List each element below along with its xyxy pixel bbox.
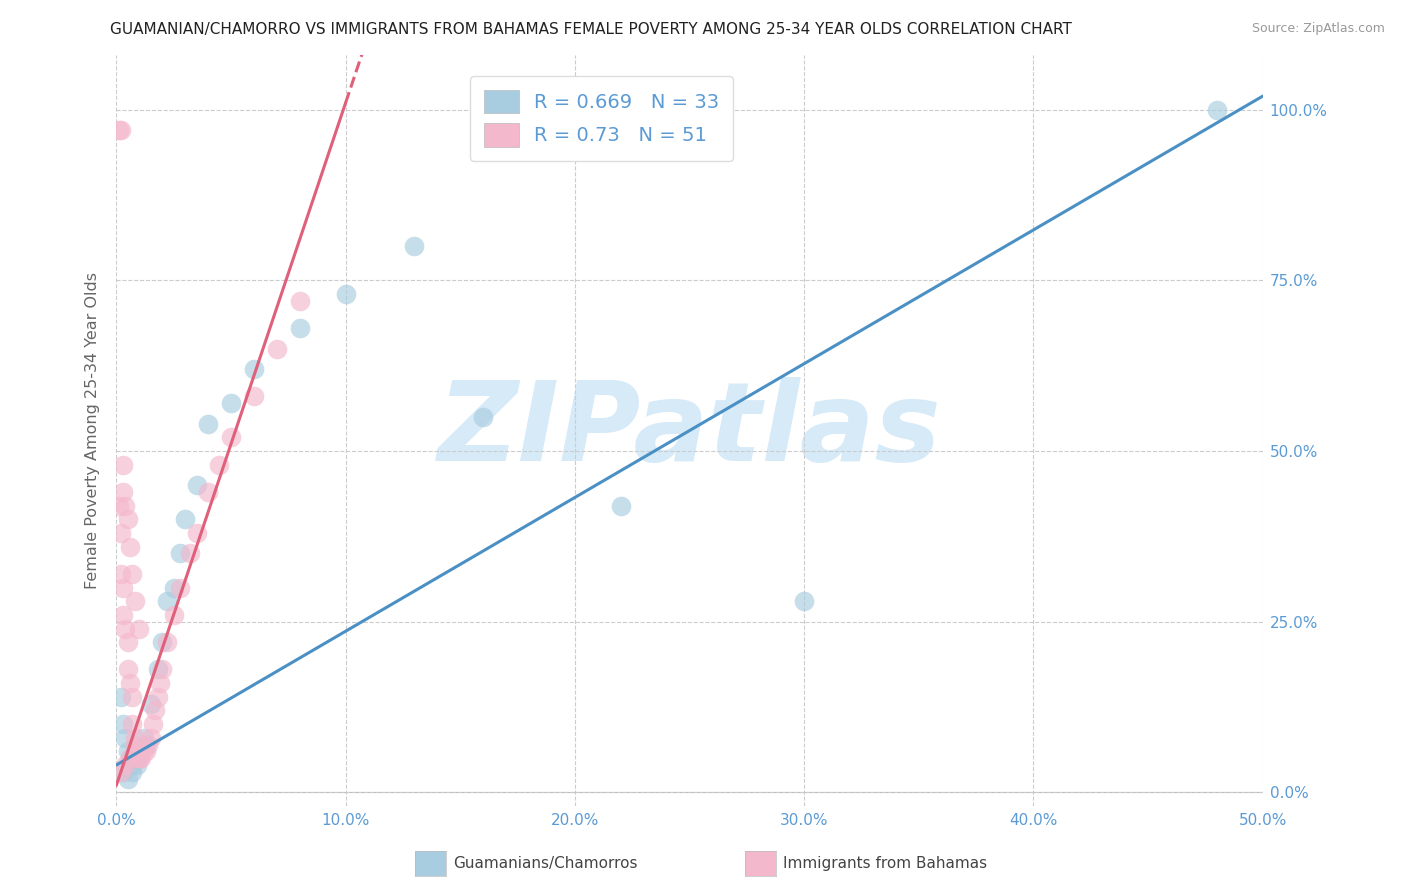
Point: [110, 690, 132, 704]
Text: Immigrants from Bahamas: Immigrants from Bahamas: [783, 856, 987, 871]
Point: [128, 751, 150, 765]
Point: [124, 594, 146, 608]
Point: [114, 758, 136, 772]
Point: [150, 635, 173, 649]
Point: [107, 499, 129, 513]
Point: [110, 525, 132, 540]
Point: [121, 717, 143, 731]
Point: [142, 717, 165, 731]
Point: [156, 594, 179, 608]
Point: [186, 525, 208, 540]
Point: [335, 287, 357, 301]
Point: [150, 663, 173, 677]
Point: [110, 764, 132, 779]
Point: [117, 772, 139, 786]
Legend: R = 0.669   N = 33, R = 0.73   N = 51: R = 0.669 N = 33, R = 0.73 N = 51: [470, 76, 733, 161]
Point: [124, 731, 146, 745]
Point: [118, 751, 141, 765]
Point: [125, 744, 148, 758]
Point: [112, 607, 135, 622]
Point: [138, 738, 160, 752]
Point: [174, 512, 197, 526]
Point: [143, 703, 166, 717]
Text: ZIPatlas: ZIPatlas: [437, 377, 942, 484]
Point: [135, 744, 157, 758]
Point: [125, 758, 148, 772]
Point: [288, 321, 311, 335]
Text: GUAMANIAN/CHAMORRO VS IMMIGRANTS FROM BAHAMAS FEMALE POVERTY AMONG 25-34 YEAR OL: GUAMANIAN/CHAMORRO VS IMMIGRANTS FROM BA…: [110, 22, 1071, 37]
Point: [117, 635, 139, 649]
Point: [110, 123, 132, 137]
Text: Source: ZipAtlas.com: Source: ZipAtlas.com: [1251, 22, 1385, 36]
Point: [107, 123, 129, 137]
Point: [266, 342, 288, 356]
Point: [117, 744, 139, 758]
Point: [135, 738, 157, 752]
Point: [139, 731, 162, 745]
Point: [156, 635, 179, 649]
Point: [128, 751, 150, 765]
Point: [114, 731, 136, 745]
Point: [128, 622, 150, 636]
Point: [139, 697, 162, 711]
Point: [146, 690, 169, 704]
Point: [793, 594, 815, 608]
Point: [197, 417, 219, 431]
Point: [219, 430, 242, 444]
Point: [128, 751, 150, 765]
Point: [124, 738, 146, 752]
Point: [112, 764, 135, 779]
Y-axis label: Female Poverty Among 25-34 Year Olds: Female Poverty Among 25-34 Year Olds: [86, 272, 100, 589]
Point: [162, 581, 184, 595]
Point: [117, 663, 139, 677]
Point: [114, 499, 136, 513]
Point: [121, 758, 143, 772]
Point: [125, 744, 148, 758]
Point: [118, 676, 141, 690]
Point: [472, 409, 495, 424]
Text: Guamanians/Chamorros: Guamanians/Chamorros: [453, 856, 637, 871]
Point: [288, 293, 311, 308]
Point: [112, 717, 135, 731]
Point: [110, 566, 132, 581]
Point: [404, 239, 426, 253]
Point: [125, 744, 148, 758]
Point: [219, 396, 242, 410]
Point: [112, 581, 135, 595]
Point: [243, 389, 266, 403]
Point: [197, 485, 219, 500]
Point: [121, 764, 143, 779]
Point: [118, 540, 141, 554]
Point: [114, 622, 136, 636]
Point: [169, 546, 191, 560]
Point: [121, 566, 143, 581]
Point: [179, 546, 201, 560]
Point: [117, 512, 139, 526]
Point: [208, 458, 231, 472]
Point: [132, 744, 155, 758]
Point: [186, 478, 208, 492]
Point: [118, 751, 141, 765]
Point: [121, 690, 143, 704]
Point: [609, 499, 631, 513]
Point: [146, 663, 169, 677]
Point: [112, 485, 135, 500]
Point: [1206, 103, 1229, 117]
Point: [112, 458, 135, 472]
Point: [131, 751, 153, 765]
Point: [162, 607, 184, 622]
Point: [124, 751, 146, 765]
Point: [169, 581, 191, 595]
Point: [149, 676, 172, 690]
Point: [243, 362, 266, 376]
Point: [132, 731, 155, 745]
